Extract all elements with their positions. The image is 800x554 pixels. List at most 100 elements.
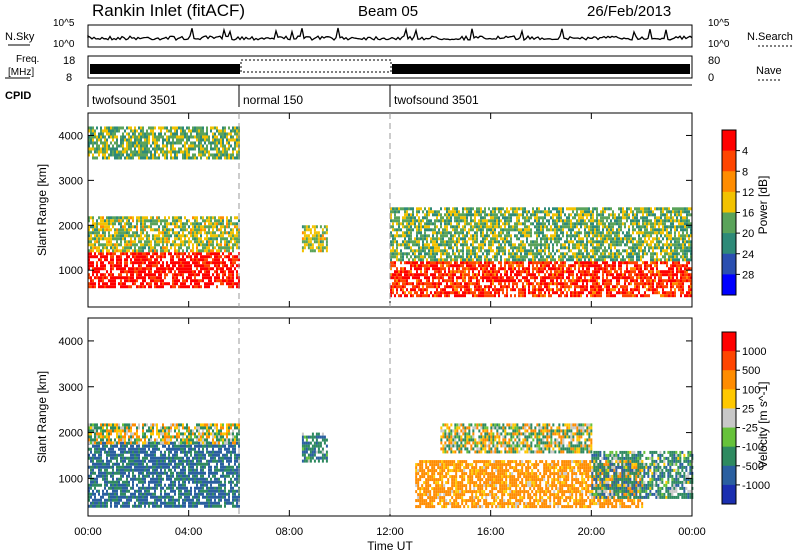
power-cell	[524, 207, 526, 211]
power-cell	[684, 264, 686, 268]
power-cell	[148, 219, 150, 223]
power-cell	[138, 285, 140, 289]
power-cell	[424, 288, 426, 292]
power-cell	[480, 213, 482, 217]
power-cell	[184, 279, 186, 283]
power-cell	[222, 153, 224, 157]
power-cell	[574, 255, 576, 259]
power-cell	[564, 246, 566, 250]
power-cell	[616, 216, 618, 220]
power-cell	[232, 228, 234, 232]
power-cell	[116, 261, 118, 265]
power-cell	[428, 207, 430, 211]
power-cell	[96, 276, 98, 280]
power-cell	[170, 132, 172, 136]
power-cell	[224, 126, 226, 130]
power-cell	[572, 222, 574, 226]
power-cell	[126, 216, 128, 220]
power-cell	[496, 255, 498, 259]
power-cell	[466, 258, 468, 262]
power-cell	[238, 279, 240, 283]
power-cell	[598, 246, 600, 250]
power-cell	[96, 231, 98, 235]
power-cell	[510, 243, 512, 247]
power-cell	[512, 246, 514, 250]
power-cell	[520, 273, 522, 277]
power-cell	[548, 294, 550, 298]
power-cell	[144, 234, 146, 238]
power-cell	[540, 288, 542, 292]
power-cell	[416, 270, 418, 274]
power-cell	[142, 261, 144, 265]
power-cell	[590, 258, 592, 262]
power-cell	[646, 282, 648, 286]
power-cell	[458, 240, 460, 244]
power-cell	[506, 270, 508, 274]
power-cell	[420, 270, 422, 274]
power-cell	[598, 225, 600, 229]
power-cell	[504, 267, 506, 271]
power-cell	[444, 240, 446, 244]
power-cell	[196, 237, 198, 241]
power-cell	[516, 249, 518, 253]
power-cell	[230, 252, 232, 256]
power-cell	[192, 225, 194, 229]
power-cell	[174, 147, 176, 151]
power-cell	[596, 249, 598, 253]
power-cell	[224, 255, 226, 259]
power-cell	[390, 294, 392, 298]
power-cell	[644, 294, 646, 298]
power-cell	[212, 258, 214, 262]
power-cell	[166, 129, 168, 133]
power-cell	[170, 129, 172, 133]
power-cell	[164, 144, 166, 148]
power-cell	[236, 264, 238, 268]
power-cell	[428, 252, 430, 256]
power-cell	[484, 276, 486, 280]
power-cell	[580, 270, 582, 274]
power-cell	[462, 246, 464, 250]
power-cell	[432, 222, 434, 226]
power-cell	[323, 231, 326, 235]
power-cell	[590, 237, 592, 241]
power-cell	[160, 132, 162, 136]
power-cell	[396, 258, 398, 262]
power-cell	[396, 288, 398, 292]
power-cell	[474, 225, 476, 229]
power-cell	[196, 255, 198, 259]
power-cell	[426, 219, 428, 223]
power-cell	[422, 294, 424, 298]
power-cell	[480, 264, 482, 268]
power-cell	[654, 276, 656, 280]
power-cell	[506, 288, 508, 292]
power-cell	[170, 234, 172, 238]
power-cell	[94, 267, 96, 271]
power-cell	[102, 264, 104, 268]
power-cell	[428, 210, 430, 214]
power-cell	[156, 144, 158, 148]
power-cell	[544, 210, 546, 214]
power-cell	[408, 207, 410, 211]
power-cell	[652, 282, 654, 286]
power-cell	[140, 225, 142, 229]
power-cell	[568, 276, 570, 280]
power-cell	[562, 246, 564, 250]
power-cell	[492, 210, 494, 214]
power-cell	[234, 156, 236, 160]
power-cell	[572, 216, 574, 220]
power-cell	[646, 264, 648, 268]
power-cell	[150, 225, 152, 229]
power-cell	[184, 264, 186, 268]
power-cell	[492, 240, 494, 244]
power-cell	[606, 237, 608, 241]
power-cell	[136, 252, 138, 256]
power-cell	[502, 267, 504, 271]
power-cell	[194, 261, 196, 265]
power-cell	[198, 225, 200, 229]
power-cell	[444, 261, 446, 265]
power-cell	[232, 135, 234, 139]
power-cell	[214, 126, 216, 130]
power-cell	[506, 258, 508, 262]
power-cell	[682, 270, 684, 274]
power-cell	[550, 225, 552, 229]
